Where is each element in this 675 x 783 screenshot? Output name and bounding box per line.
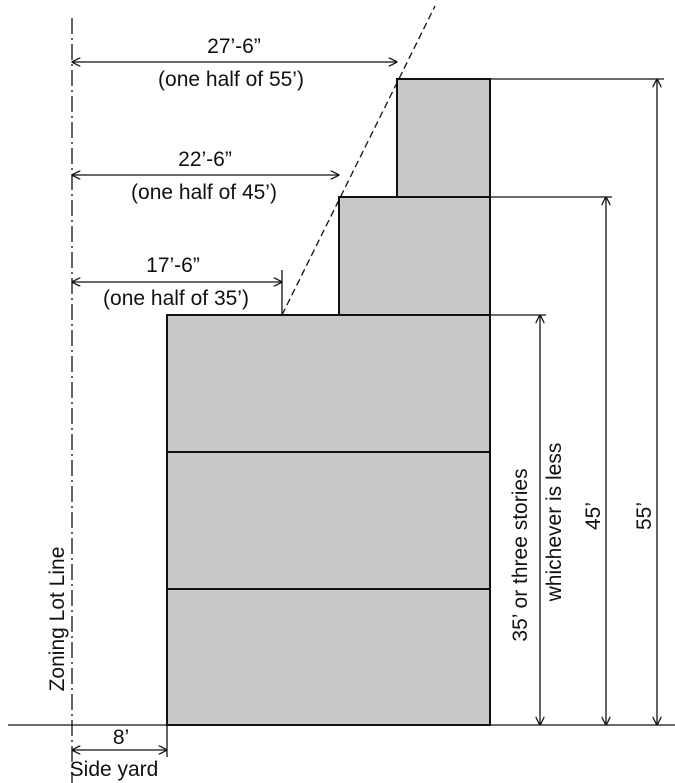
setback-top-note-label: (one half of 55’) [158, 68, 304, 91]
building-top-tier [396, 78, 491, 198]
setback-top-dim-label: 27’-6” [207, 35, 261, 58]
height-top-label: 55’ [633, 502, 656, 530]
height-base-label-line2: whichever is less [543, 443, 566, 603]
side-yard-dim-label: 8’ [113, 726, 129, 749]
height-mid-label: 45’ [582, 502, 605, 530]
side-yard-label: Side yard [70, 758, 159, 781]
setback-mid-note-label: (one half of 45’) [131, 181, 277, 204]
building-base [166, 314, 491, 726]
setback-mid-dim-label: 22’-6” [178, 148, 232, 171]
sky-exposure-plane [281, 5, 436, 316]
setback-low-note-label: (one half of 35’) [103, 287, 249, 310]
height-base-label-line1: 35’ or three stories [509, 468, 532, 641]
setback-low-dim-label: 17’-6” [146, 254, 200, 277]
zoning-lot-line-label: Zoning Lot Line [46, 547, 69, 692]
building-middle-tier [338, 196, 491, 316]
